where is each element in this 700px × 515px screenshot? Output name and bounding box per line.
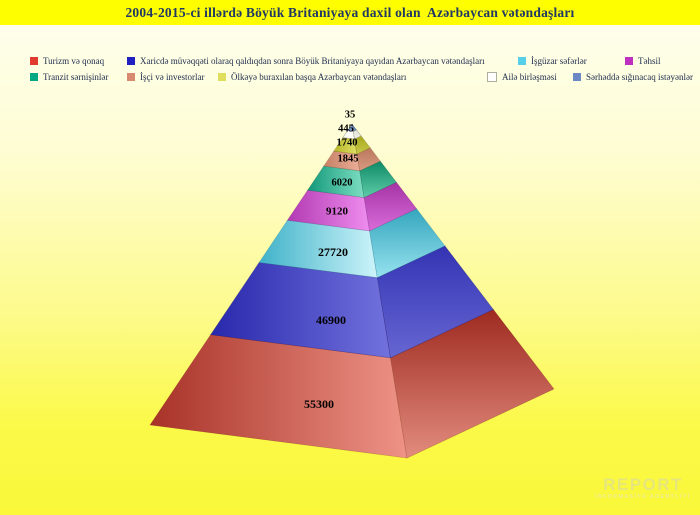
pyramid-value-label: 6020 [332,177,353,188]
legend-label: Turizm və qonaq [43,56,105,66]
legend-item-tehsil: Təhsil [625,56,661,66]
legend-swatch-cyan [518,57,526,65]
legend-label: Ailə birləşməsi [502,72,557,82]
legend-swatch-salmon [127,73,135,81]
pyramid-layer-side-face [359,160,397,198]
pyramid-value-label: 27720 [318,245,348,259]
pyramid-value-label: 445 [338,123,354,134]
legend-item-isci: İşçi və investorlar [127,72,204,82]
pyramid-layer-side-face [390,309,555,459]
legend-item-isguzar: İşgüzar səfərlər [518,56,587,66]
legend-swatch-red [30,57,38,65]
legend-swatch-magenta [625,57,633,65]
pyramid-layer-side-face [356,147,381,172]
legend-label: Sərhəddə sığınacaq istəyənlər [586,72,693,82]
pyramid-value-label: 35 [345,109,356,120]
pyramid-value-label: 55300 [304,397,334,411]
legend-item-turizm: Turizm və qonaq [30,56,104,66]
legend-label: Xaricdə müvəqqəti olaraq qaldıqdan sonra… [140,56,485,66]
legend-swatch-yellowgreen [218,73,226,81]
chart-title: 2004-2015-ci illərdə Böyük Britaniyaya d… [125,4,575,20]
legend-item-tranzit: Tranzit sərnişinlər [30,72,108,82]
legend-swatch-steelblue [573,73,581,81]
legend-item-xaricde: Xaricdə müvəqqəti olaraq qaldıqdan sonra… [127,56,485,66]
legend-label: İşgüzar səfərlər [531,56,587,66]
legend-item-serhedde: Sərhəddə sığınacaq istəyənlər [573,72,693,82]
pyramid-value-label: 9120 [326,206,349,218]
legend-label: Tranzit sərnişinlər [43,72,109,82]
pyramid-value-label: 46900 [316,313,346,327]
legend-swatch-white [487,72,497,82]
legend-swatch-teal [30,73,38,81]
pyramid-value-label: 1740 [337,137,358,148]
legend-swatch-blue [127,57,135,65]
pyramid-value-label: 1845 [338,153,359,164]
legend-item-olkeye: Ölkəyə buraxılan başqa Azərbaycan vətənd… [218,72,406,82]
legend-label: Ölkəyə buraxılan başqa Azərbaycan vətənd… [231,72,407,82]
pyramid-layer-side-face [352,129,362,140]
chart-title-bar: 2004-2015-ci illərdə Böyük Britaniyaya d… [0,0,700,25]
pyramid-layer-side-face [376,245,494,359]
legend-label: Təhsil [638,56,661,66]
legend-item-aile: Ailə birləşməsi [487,72,557,82]
legend-label: İşçi və investorlar [140,72,205,82]
pyramid-layer-side-face [369,208,446,279]
pyramid-layer-side-face [351,123,357,132]
